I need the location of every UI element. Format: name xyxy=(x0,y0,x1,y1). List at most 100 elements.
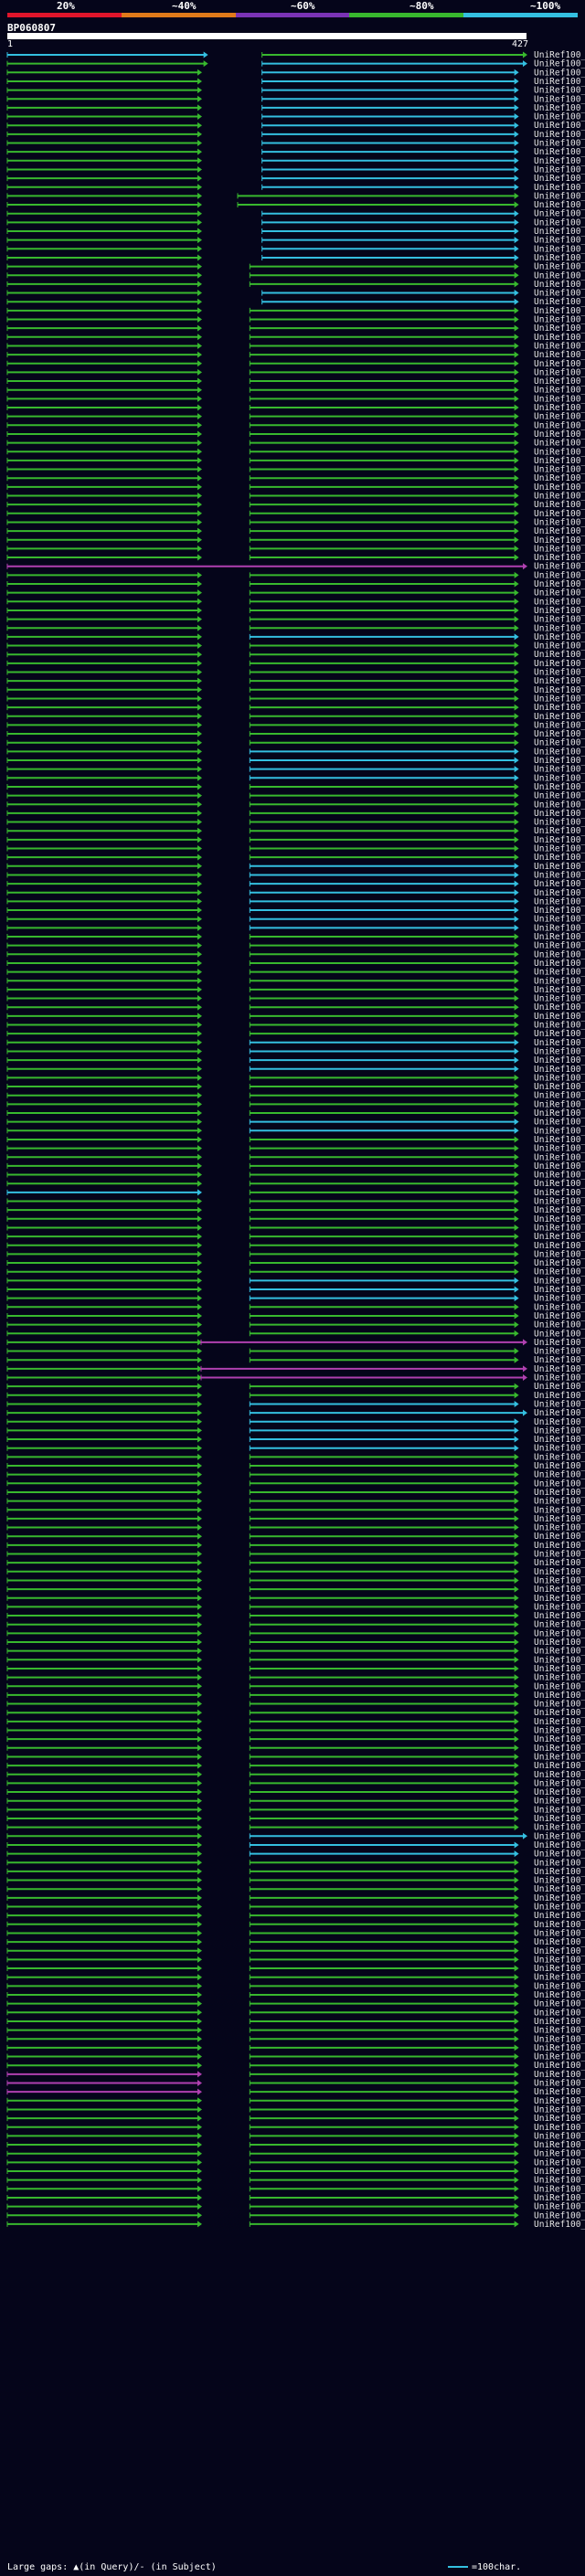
hit-label[interactable]: UniRef100_Q0JD23 xyxy=(534,641,585,652)
hit-label[interactable]: UniRef100_A2WAB6 xyxy=(534,1911,585,1921)
hit-row[interactable]: UniRef100_A2WAB0 xyxy=(6,1761,585,1771)
hit-row[interactable]: UniRef100_B8LPS2 xyxy=(6,200,585,210)
hit-row[interactable]: UniRef100_C6TAY1 xyxy=(6,280,585,290)
hit-row[interactable]: UniRef100_A3BTS2 xyxy=(6,1082,585,1092)
hit-label[interactable]: UniRef100_A2YJE3 xyxy=(534,1294,585,1304)
hit-label[interactable]: UniRef100_A7PJA8 xyxy=(534,685,585,695)
hit-row[interactable]: UniRef100_A2WAY7 xyxy=(6,1797,585,1807)
hit-row[interactable]: UniRef100_A2YTK5 xyxy=(6,1858,585,1868)
hit-label[interactable]: UniRef100_A7PIQ0 xyxy=(534,1831,585,1841)
hit-label[interactable]: UniRef100_B4G1R5 xyxy=(534,1002,585,1012)
hit-label[interactable]: UniRef100_Q84ZP3 xyxy=(534,439,585,449)
hit-label[interactable]: UniRef100_A7PJ12 xyxy=(534,879,585,889)
hit-row[interactable]: UniRef100_B8BP68 xyxy=(6,809,585,819)
hit-row[interactable]: UniRef100_A2YL13 xyxy=(6,1108,585,1118)
hit-row[interactable]: UniRef100_B9NNR8 xyxy=(6,923,585,933)
hit-row[interactable]: UniRef100_A2YL23 xyxy=(6,906,585,916)
hit-label[interactable]: UniRef100_B9NBW0 xyxy=(534,853,585,863)
hit-row[interactable]: UniRef100_A2WAB2 xyxy=(6,1717,585,1727)
hit-label[interactable]: UniRef100_A2WAD5 xyxy=(534,1681,585,1691)
hit-label[interactable]: UniRef100_A2WAZ9 xyxy=(534,1946,585,1956)
hit-row[interactable]: UniRef100_A2YVY2 xyxy=(6,1188,585,1198)
hit-row[interactable]: UniRef100_A2WAX9 xyxy=(6,1937,585,1947)
hit-label[interactable]: UniRef100_A2WAX0 xyxy=(534,2210,585,2221)
hit-row[interactable]: UniRef100_Q1EDY6 xyxy=(6,94,585,104)
hit-row[interactable]: UniRef100_UPI000... xyxy=(6,729,585,739)
hit-row[interactable]: UniRef100_C3SBW1 xyxy=(6,1364,585,1374)
hit-row[interactable]: UniRef100_A2Y613 xyxy=(6,632,585,642)
hit-label[interactable]: UniRef100_A7PVB1 xyxy=(534,403,585,413)
hit-label[interactable]: UniRef100_A2WAX5 xyxy=(534,2114,585,2124)
hit-label[interactable]: UniRef100_C5XES7 xyxy=(534,1990,585,2000)
hit-label[interactable]: UniRef100_A5AEV7 xyxy=(534,747,585,757)
hit-label[interactable]: UniRef100_A2WJ13 xyxy=(534,1408,585,1418)
hit-row[interactable]: UniRef100_A5BZY9 xyxy=(6,694,585,704)
hit-row[interactable]: UniRef100_B6T4X7 xyxy=(6,297,585,307)
hit-row[interactable]: UniRef100_Q22309 xyxy=(6,103,585,113)
hit-row[interactable]: UniRef100_B6SU66 xyxy=(6,976,585,986)
hit-row[interactable]: UniRef100_B4FMT0 xyxy=(6,2157,585,2168)
hit-row[interactable]: UniRef100_B4FDN5 xyxy=(6,2167,585,2177)
hit-label[interactable]: UniRef100_UPI000... xyxy=(534,1744,585,1754)
hit-label[interactable]: UniRef100_A5AYS2 xyxy=(534,420,585,430)
hit-row[interactable]: UniRef100_C5Z003 xyxy=(6,676,585,686)
hit-row[interactable]: UniRef100_A2XD34 xyxy=(6,1118,585,1128)
hit-row[interactable]: UniRef100_Q8H5G1 xyxy=(6,2149,585,2159)
hit-label[interactable]: UniRef100_A2WAY7 xyxy=(534,1797,585,1807)
hit-label[interactable]: UniRef100_A2WB22 xyxy=(534,2008,585,2018)
hit-row[interactable]: UniRef100_Q8GSN1 xyxy=(6,1426,585,1436)
hit-label[interactable]: UniRef100_A9SPQ0 xyxy=(534,1867,585,1877)
hit-row[interactable]: UniRef100_Q67TD3 xyxy=(6,1091,585,1101)
hit-label[interactable]: UniRef100_Q0JIN0 xyxy=(534,1012,585,1022)
hit-row[interactable]: UniRef100_B4FRR4 xyxy=(6,191,585,201)
hit-row[interactable]: UniRef100_A9SW53 xyxy=(6,517,585,527)
hit-row[interactable]: UniRef100_A2ZK53 xyxy=(6,826,585,836)
hit-label[interactable]: UniRef100_Q67TD3 xyxy=(534,1091,585,1101)
hit-row[interactable]: UniRef100_A2WAY8 xyxy=(6,1805,585,1815)
hit-row[interactable]: UniRef100_A2XJ19 xyxy=(6,1311,585,1321)
hit-label[interactable]: UniRef100_B9NNR8 xyxy=(534,923,585,933)
hit-row[interactable]: UniRef100_Q0JC82 xyxy=(6,1778,585,1788)
hit-row[interactable]: UniRef100_A2WAE6 xyxy=(6,1655,585,1665)
hit-label[interactable]: UniRef100_A7PJA2 xyxy=(534,412,585,422)
hit-row[interactable]: UniRef100_Q0JD23 xyxy=(6,641,585,652)
hit-row[interactable]: UniRef100_B9RYR6 xyxy=(6,253,585,263)
hit-row[interactable]: UniRef100_A2WAD0 xyxy=(6,1435,585,1445)
hit-label[interactable]: UniRef100_A2WAD3 xyxy=(534,1700,585,1710)
hit-row[interactable]: UniRef100_A2WKY3 xyxy=(6,1399,585,1409)
hit-row[interactable]: UniRef100_A2WAD3 xyxy=(6,1700,585,1710)
hit-label[interactable]: UniRef100_A2XD34 xyxy=(534,1118,585,1128)
hit-row[interactable]: UniRef100_Q84KK6 xyxy=(6,209,585,219)
hit-label[interactable]: UniRef100_C5Y2V2 xyxy=(534,509,585,519)
hit-label[interactable]: UniRef100_A2WAA7 xyxy=(534,1514,585,1524)
hit-row[interactable]: UniRef100_B9FFQ3 xyxy=(6,1382,585,1392)
hit-row[interactable]: UniRef100_A9NSD8 xyxy=(6,2096,585,2106)
hit-row[interactable]: UniRef100_Q8GUZ1 xyxy=(6,1585,585,1595)
hit-row[interactable]: UniRef100_A2WAC6 xyxy=(6,1708,585,1718)
hit-label[interactable]: UniRef100_A2WX14 xyxy=(534,1920,585,1930)
hit-label[interactable]: UniRef100_A2WAW1 xyxy=(534,1523,585,1533)
hit-label[interactable]: UniRef100_B4FR22 xyxy=(534,994,585,1004)
hit-label[interactable]: UniRef100_A3BTS2 xyxy=(534,1082,585,1092)
hit-row[interactable]: UniRef100_A2WAB6 xyxy=(6,1911,585,1921)
hit-row[interactable]: UniRef100_A2WAY6 xyxy=(6,1814,585,1824)
hit-label[interactable]: UniRef100_A2WAY9 xyxy=(534,1664,585,1674)
hit-row[interactable]: UniRef100_C5YVE9 xyxy=(6,341,585,351)
hit-row[interactable]: UniRef100_A7QPG4 xyxy=(6,174,585,184)
hit-label[interactable]: UniRef100_B8LPS2 xyxy=(534,200,585,210)
hit-label[interactable]: UniRef100_B9FL46 xyxy=(534,1964,585,1974)
hit-row[interactable]: UniRef100_Q5C9L7 xyxy=(6,782,585,792)
hit-row[interactable]: UniRef100_A3BVJ3 xyxy=(6,870,585,880)
hit-row[interactable]: UniRef100_Q5W2H9 xyxy=(6,1638,585,1648)
hit-row[interactable]: UniRef100_Q0JD15 xyxy=(6,818,585,828)
hit-row[interactable]: UniRef100_P47917 xyxy=(6,1161,585,1171)
hit-label[interactable]: UniRef100_Q8AKX5 xyxy=(534,112,585,122)
hit-label[interactable]: UniRef100_B9RYR6 xyxy=(534,253,585,263)
hit-row[interactable]: UniRef100_A7PJ00 xyxy=(6,756,585,766)
hit-row[interactable]: UniRef100_B8AGD0 xyxy=(6,1628,585,1638)
hit-row[interactable]: UniRef100_A7PJB4 xyxy=(6,615,585,625)
hit-row[interactable]: UniRef100_A7R1W3 xyxy=(6,262,585,272)
hit-row[interactable]: UniRef100_A7QPQ3 xyxy=(6,1347,585,1357)
hit-row[interactable]: UniRef100_A2WAE5 xyxy=(6,1470,585,1480)
hit-row[interactable]: UniRef100_B4FDX0 xyxy=(6,1046,585,1056)
